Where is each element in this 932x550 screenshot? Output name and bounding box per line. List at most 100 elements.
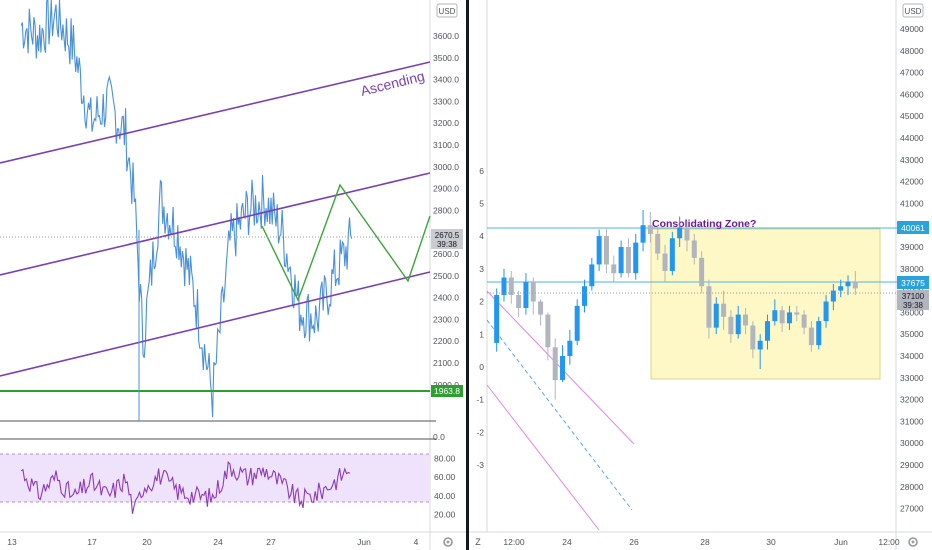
- currency-label: USD: [439, 7, 456, 16]
- candle-body: [845, 281, 851, 287]
- candle: [508, 270, 514, 304]
- consolidating-zone-label: Consolidating Zone?: [652, 218, 756, 230]
- right-current-price-label: 37100: [902, 292, 925, 301]
- right-currency-button[interactable]: [902, 3, 924, 18]
- candle: [684, 220, 690, 252]
- price-tick-label: 3200.0: [433, 118, 459, 128]
- right-left-scale[interactable]: 6 5 4 3 2 1 0 -1 -2 -3: [476, 166, 484, 470]
- left-scale-tick-label: 4: [479, 231, 484, 241]
- time-tick-label: 24: [562, 537, 572, 547]
- price-tick-label: 3300.0: [433, 96, 459, 106]
- candle: [582, 279, 587, 313]
- rsi-tick-label: 20.00: [434, 509, 456, 519]
- price-tick-label: 36000: [900, 307, 924, 317]
- price-tick-label: 38000: [900, 264, 924, 274]
- time-tick-label: 26: [629, 537, 639, 547]
- candle: [735, 305, 741, 339]
- candle-body: [647, 225, 653, 234]
- candle: [552, 338, 558, 400]
- price-tick-label: 0.0: [433, 432, 445, 442]
- candle: [699, 251, 705, 293]
- candle: [728, 310, 734, 343]
- candle-body: [589, 264, 595, 287]
- candle: [669, 231, 675, 276]
- price-tick-label: 46000: [900, 89, 924, 99]
- price-tick-label: 42000: [900, 177, 924, 187]
- right-time-axis[interactable]: 12:00 24 26 28 30 Jun 12:00: [503, 537, 900, 547]
- candle: [845, 275, 851, 295]
- current-countdown-label: 39:38: [437, 240, 458, 249]
- candle: [706, 279, 712, 339]
- candle-body: [655, 233, 661, 254]
- candle-body: [808, 327, 814, 346]
- left-scale-tick-label: -3: [476, 460, 484, 470]
- candle: [786, 305, 792, 330]
- candle: [750, 321, 756, 359]
- rsi-tick-label: 60.00: [434, 472, 456, 482]
- candle-body: [801, 314, 807, 328]
- left-price-scale[interactable]: [430, 0, 466, 550]
- time-tick-label: 12:00: [878, 537, 900, 547]
- candle-body: [501, 277, 507, 295]
- left-time-axis[interactable]: 13 17 20 24 27 Jun 4: [7, 537, 418, 547]
- price-tick-label: 33000: [900, 373, 924, 383]
- price-tick-label: 45000: [900, 111, 924, 121]
- price-tick-label: 44000: [900, 133, 924, 143]
- price-tick-label: 2900.0: [433, 184, 459, 194]
- candle-body: [516, 294, 522, 309]
- price-tick-label: 3400.0: [433, 75, 459, 85]
- candle-body: [728, 316, 734, 335]
- candle: [713, 297, 719, 335]
- rsi-tick-label: 80.00: [434, 454, 456, 464]
- gear-icon[interactable]: [908, 537, 918, 547]
- candle-body: [662, 253, 668, 271]
- candle: [772, 299, 778, 326]
- corner-label[interactable]: Z: [475, 537, 481, 547]
- left-scale-tick-label: 1: [479, 329, 484, 339]
- price-tick-label: 2000.0: [433, 380, 459, 390]
- current-price-label: 2670.5: [435, 231, 460, 240]
- diagonal-lower-line: [486, 384, 600, 531]
- candle: [779, 305, 785, 333]
- candle-body: [611, 264, 617, 274]
- candle: [794, 305, 800, 322]
- pane-divider[interactable]: [466, 0, 469, 550]
- right-price-ticks[interactable]: 49000 48000 47000 46000 45000 44000 43000 42000…: [900, 24, 924, 514]
- candle-body: [816, 321, 822, 346]
- price-tick-label: 2300.0: [433, 314, 459, 324]
- candle: [603, 227, 609, 274]
- candle-body: [640, 225, 646, 243]
- candle: [618, 240, 624, 278]
- left-chart-pane[interactable]: 3600.0 3500.0 3400.0 3300.0 3200.0 3100.0 3000…: [0, 0, 466, 550]
- currency-button[interactable]: [436, 3, 458, 18]
- time-tick-label: 30: [766, 537, 776, 547]
- support-price-label: 1963.8: [434, 386, 460, 396]
- candle-body: [582, 286, 587, 306]
- price-tick-label: 30000: [900, 438, 924, 448]
- channel-line-middle: [0, 172, 431, 276]
- zone-mid-badge-label: 37675: [901, 278, 925, 288]
- candle-body: [545, 314, 551, 348]
- right-chart-pane[interactable]: 6 5 4 3 2 1 0 -1 -2 -3 49000 48000 47000 46000 45000 4…: [469, 0, 932, 550]
- candle: [516, 290, 522, 317]
- candle-body: [684, 227, 690, 241]
- candle: [691, 233, 697, 265]
- candle: [545, 312, 551, 361]
- candle-body: [735, 314, 741, 335]
- candle-body: [779, 310, 785, 324]
- gear-icon[interactable]: [443, 537, 453, 547]
- candle-body: [560, 356, 566, 380]
- price-tick-label: 2400.0: [433, 293, 459, 303]
- rsi-tick-label: 40.00: [434, 491, 456, 501]
- consolidation-zone: [650, 228, 881, 380]
- candle-body: [552, 347, 558, 380]
- price-tick-label: 3000.0: [433, 162, 459, 172]
- candle-body: [508, 277, 514, 295]
- price-tick-label: 43000: [900, 155, 924, 165]
- left-scale-tick-label: -2: [476, 427, 484, 437]
- right-current-countdown-label: 39:38: [903, 301, 924, 310]
- candle: [743, 308, 749, 335]
- price-series-line: [20, 0, 353, 418]
- candle-body: [765, 321, 770, 341]
- candle: [765, 314, 770, 350]
